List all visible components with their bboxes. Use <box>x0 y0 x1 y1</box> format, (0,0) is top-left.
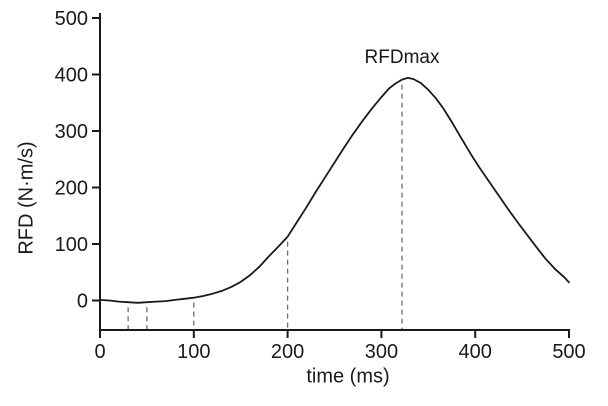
x-tick-label: 400 <box>459 341 492 363</box>
y-tick-label: 500 <box>55 8 88 30</box>
rfd-curve <box>99 77 570 304</box>
y-tick-label: 0 <box>77 291 88 313</box>
x-tick-label: 300 <box>365 341 398 363</box>
x-axis-title: time (ms) <box>306 365 390 388</box>
x-tick-label: 500 <box>552 341 585 363</box>
y-tick-label: 300 <box>55 121 88 143</box>
y-axis-title: RFD (N·m/s) <box>15 141 38 255</box>
x-tick-label: 100 <box>177 341 210 363</box>
y-tick-label: 400 <box>55 65 88 87</box>
y-tick-label: 100 <box>55 234 88 256</box>
x-tick-label: 0 <box>94 341 105 363</box>
x-tick-label: 200 <box>271 341 304 363</box>
y-tick-label: 200 <box>55 178 88 200</box>
peak-annotation-label: RFDmax <box>364 47 440 68</box>
